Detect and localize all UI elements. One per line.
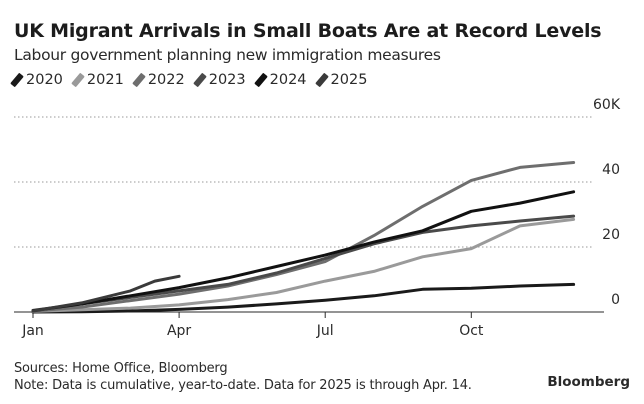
x-axis: Jan Apr Jul Oct <box>14 311 604 339</box>
legend-label: 2021 <box>86 72 124 88</box>
legend-label: 2025 <box>330 72 368 88</box>
series-line-2025 <box>31 274 181 313</box>
legend-item-2024: 2024 <box>253 72 307 88</box>
sources-text: Sources: Home Office, Bloomberg <box>14 361 228 376</box>
legend-label: 2023 <box>208 72 246 88</box>
x-tick-label: Apr <box>167 323 191 339</box>
x-tick-label: Jan <box>21 323 44 339</box>
chart-subtitle: Labour government planning new immigrati… <box>14 46 441 64</box>
x-tick-label: Jul <box>316 323 334 339</box>
series-lines <box>31 161 576 314</box>
series-line-2021 <box>31 217 576 313</box>
legend-item-2020: 2020 <box>10 72 63 88</box>
legend-label: 2024 <box>269 72 307 88</box>
chart-title: UK Migrant Arrivals in Small Boats Are a… <box>14 20 602 42</box>
y-tick-label: 0 <box>611 292 620 308</box>
footer: Sources: Home Office, Bloomberg Note: Da… <box>14 360 472 394</box>
series-line-2020 <box>31 282 576 314</box>
y-tick-label: 40 <box>602 162 620 178</box>
legend-item-2021: 2021 <box>71 72 124 88</box>
note-text: Note: Data is cumulative, year-to-date. … <box>14 378 472 393</box>
legend-label: 2022 <box>147 72 185 88</box>
legend-item-2025: 2025 <box>314 72 368 88</box>
legend: 2020 2021 2022 2023 2024 2025 <box>10 72 368 88</box>
legend-label: 2020 <box>26 72 63 88</box>
gridlines <box>14 116 594 248</box>
legend-item-2022: 2022 <box>132 72 185 88</box>
bloomberg-logo: Bloomberg <box>547 374 630 390</box>
legend-item-2023: 2023 <box>192 72 246 88</box>
series-line-2022 <box>31 161 576 313</box>
x-tick-label: Oct <box>459 323 484 339</box>
y-tick-label: 60K <box>593 97 621 113</box>
series-line-2024 <box>31 190 576 313</box>
y-tick-label: 20 <box>602 227 620 243</box>
y-axis-labels: 0 20 40 60K <box>593 97 621 308</box>
